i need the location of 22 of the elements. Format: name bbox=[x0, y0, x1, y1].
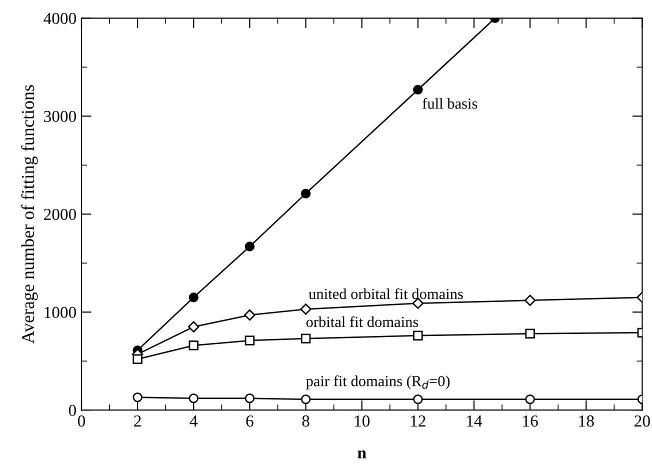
x-tick-label: 18 bbox=[579, 415, 594, 427]
x-tick-label: 0 bbox=[78, 415, 86, 427]
series-label: united orbital fit domains bbox=[308, 288, 463, 300]
y-tick-label: 0 bbox=[68, 404, 76, 416]
x-tick-label: 14 bbox=[467, 416, 482, 427]
x-tick-label: 2 bbox=[134, 415, 141, 427]
x-tick-label: 4 bbox=[190, 416, 198, 427]
x-tick-label: 10 bbox=[354, 415, 370, 427]
x-tick-label: 8 bbox=[302, 415, 310, 427]
y-tick-label: 3000 bbox=[44, 110, 76, 122]
series-label: orbital fit domains bbox=[306, 316, 418, 328]
y-tick-label: 2000 bbox=[44, 208, 76, 220]
y-tick-label: 4000 bbox=[44, 12, 76, 24]
series-label: pair fit domains (R$_{d}$=0) bbox=[306, 375, 450, 390]
y-axis-title: Average number of fitting functions bbox=[21, 85, 38, 344]
x-axis-title: n bbox=[358, 450, 366, 458]
x-tick-label: 6 bbox=[246, 415, 254, 427]
series-label: full basis bbox=[422, 98, 478, 109]
x-tick-label: 16 bbox=[523, 415, 538, 427]
y-tick-label: 1000 bbox=[44, 306, 76, 318]
x-tick-label: 12 bbox=[411, 415, 426, 427]
x-tick-label: 20 bbox=[634, 415, 650, 427]
